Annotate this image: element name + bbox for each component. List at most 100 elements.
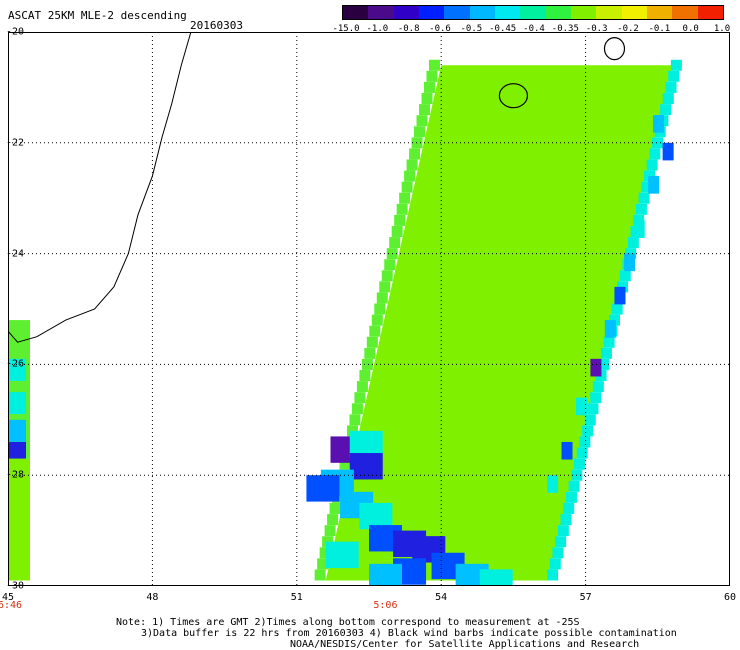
longitude-label: 51: [290, 592, 303, 603]
swath-edge-cell: [394, 214, 406, 226]
swath-cell: [359, 502, 393, 530]
swath-edge-cell: [563, 502, 575, 514]
colorbar-swatch: [418, 6, 445, 19]
swath-edge-cell: [555, 536, 567, 548]
swath-edge-cell: [404, 170, 416, 182]
swath-edge-cell: [399, 192, 411, 204]
swath-edge-cell: [668, 70, 680, 82]
swath-edge-cell: [670, 59, 682, 71]
swath-edge-cell: [604, 320, 616, 338]
swath-edge-cell: [574, 458, 586, 470]
swath-edge-cell: [371, 314, 383, 326]
swath-edge-cell: [547, 475, 559, 493]
swath-edge-cell: [359, 370, 371, 382]
colorbar-tick-label: -0.3: [585, 24, 608, 34]
map-title: ASCAT 25KM MLE-2 descending: [8, 9, 187, 22]
swath-edge-cell: [414, 126, 426, 138]
colorbar-swatch: [444, 6, 470, 19]
colorbar-swatch: [393, 6, 419, 19]
swath-edge-cell: [582, 425, 594, 437]
west-strip-cell: [8, 419, 26, 442]
swath-edge-cell: [638, 192, 650, 204]
swath-edge-cell: [391, 225, 403, 237]
swath-map: [8, 32, 730, 586]
west-strip-cell: [8, 441, 26, 464]
swath-edge-cell: [317, 558, 329, 570]
colorbar-swatch: [596, 6, 622, 19]
swath-edge-cell: [314, 569, 326, 581]
swath-edge-cell: [576, 447, 588, 459]
swath-edge-cell: [406, 159, 418, 171]
colorbar-tick-label: -0.2: [617, 24, 639, 34]
measurement-time-label: 6:46: [0, 600, 23, 611]
swath-edge-cell: [409, 148, 421, 160]
lat-lon-grid: [8, 32, 730, 586]
swath-data: [8, 59, 682, 586]
colorbar-swatch: [545, 6, 571, 19]
swath-edge-cell: [592, 381, 604, 393]
madagascar-coastline: [8, 32, 192, 343]
swath-edge-cell: [349, 414, 361, 426]
colorbar-swatch: [570, 6, 597, 19]
swath-cell: [349, 430, 383, 458]
latitude-label: -24: [6, 248, 25, 260]
footer-credit: NOAA/NESDIS/Center for Satellite Applica…: [290, 639, 640, 650]
swath-main: [325, 65, 673, 581]
swath-edge-cell: [419, 104, 431, 116]
swath-edge-cell: [662, 142, 674, 161]
colorbar-tick-label: 0.0: [682, 24, 699, 34]
swath-edge-cell: [627, 237, 639, 249]
colorbar-swatch: [697, 6, 723, 19]
swath-edge-cell: [396, 203, 408, 215]
swath-edge-cell: [428, 59, 440, 71]
swath-edge-cell: [568, 480, 580, 492]
swath-edge-cell: [649, 148, 661, 160]
swath-cell: [479, 569, 513, 586]
swath-edge-cell: [587, 403, 599, 415]
colorbar: [342, 5, 724, 20]
swath-edge-cell: [665, 81, 677, 93]
swath-edge-cell: [364, 347, 376, 359]
latitude-label: -20: [6, 26, 25, 38]
longitude-label: 57: [579, 592, 592, 603]
swath-edge-cell: [547, 569, 559, 581]
swath-edge-cell: [652, 115, 664, 133]
swath-edge-cell: [660, 104, 672, 116]
swath-edge-cell: [351, 403, 363, 415]
swath-edge-cell: [384, 259, 396, 271]
colorbar-swatch: [520, 6, 546, 19]
mauritius-island: [603, 37, 626, 61]
swath-edge-cell: [575, 397, 587, 416]
west-strip-cell: [8, 392, 26, 415]
colorbar-tick-label: 1.0: [713, 24, 731, 34]
swath-edge-cell: [557, 525, 569, 537]
swath-edge-cell: [552, 547, 564, 559]
reunion-island: [498, 83, 528, 109]
latitude-label: -30: [6, 580, 25, 592]
colorbar-swatch: [368, 6, 394, 19]
swath-edge-cell: [560, 514, 572, 526]
swath-edge-cell: [549, 558, 561, 570]
swath-edge-cell: [376, 292, 388, 304]
swath-edge-cell: [421, 93, 433, 105]
swath-edge-cell: [426, 70, 438, 82]
swath-edge-cell: [565, 491, 577, 503]
swath-edge-cell: [381, 270, 393, 282]
colorbar-tick-label: -0.45: [489, 24, 517, 34]
colorbar-tick-label: -1.0: [366, 24, 389, 34]
swath-edge-cell: [329, 502, 341, 514]
swath-edge-cell: [361, 358, 373, 370]
swath-edge-cell: [600, 347, 612, 359]
latitude-label: -26: [6, 358, 25, 370]
swath-edge-cell: [635, 203, 647, 215]
latitude-label: -22: [6, 137, 25, 149]
measurement-time-label: 5:06: [373, 600, 398, 611]
longitude-label: 48: [146, 592, 159, 603]
swath-edge-cell: [369, 325, 381, 337]
swath-edge-cell: [356, 381, 368, 393]
map-date: 20160303: [190, 19, 243, 32]
swath-edge-cell: [339, 458, 351, 470]
west-strip-lower: [8, 458, 30, 581]
swath-cell: [349, 453, 383, 480]
swath-edge-cell: [633, 220, 645, 238]
